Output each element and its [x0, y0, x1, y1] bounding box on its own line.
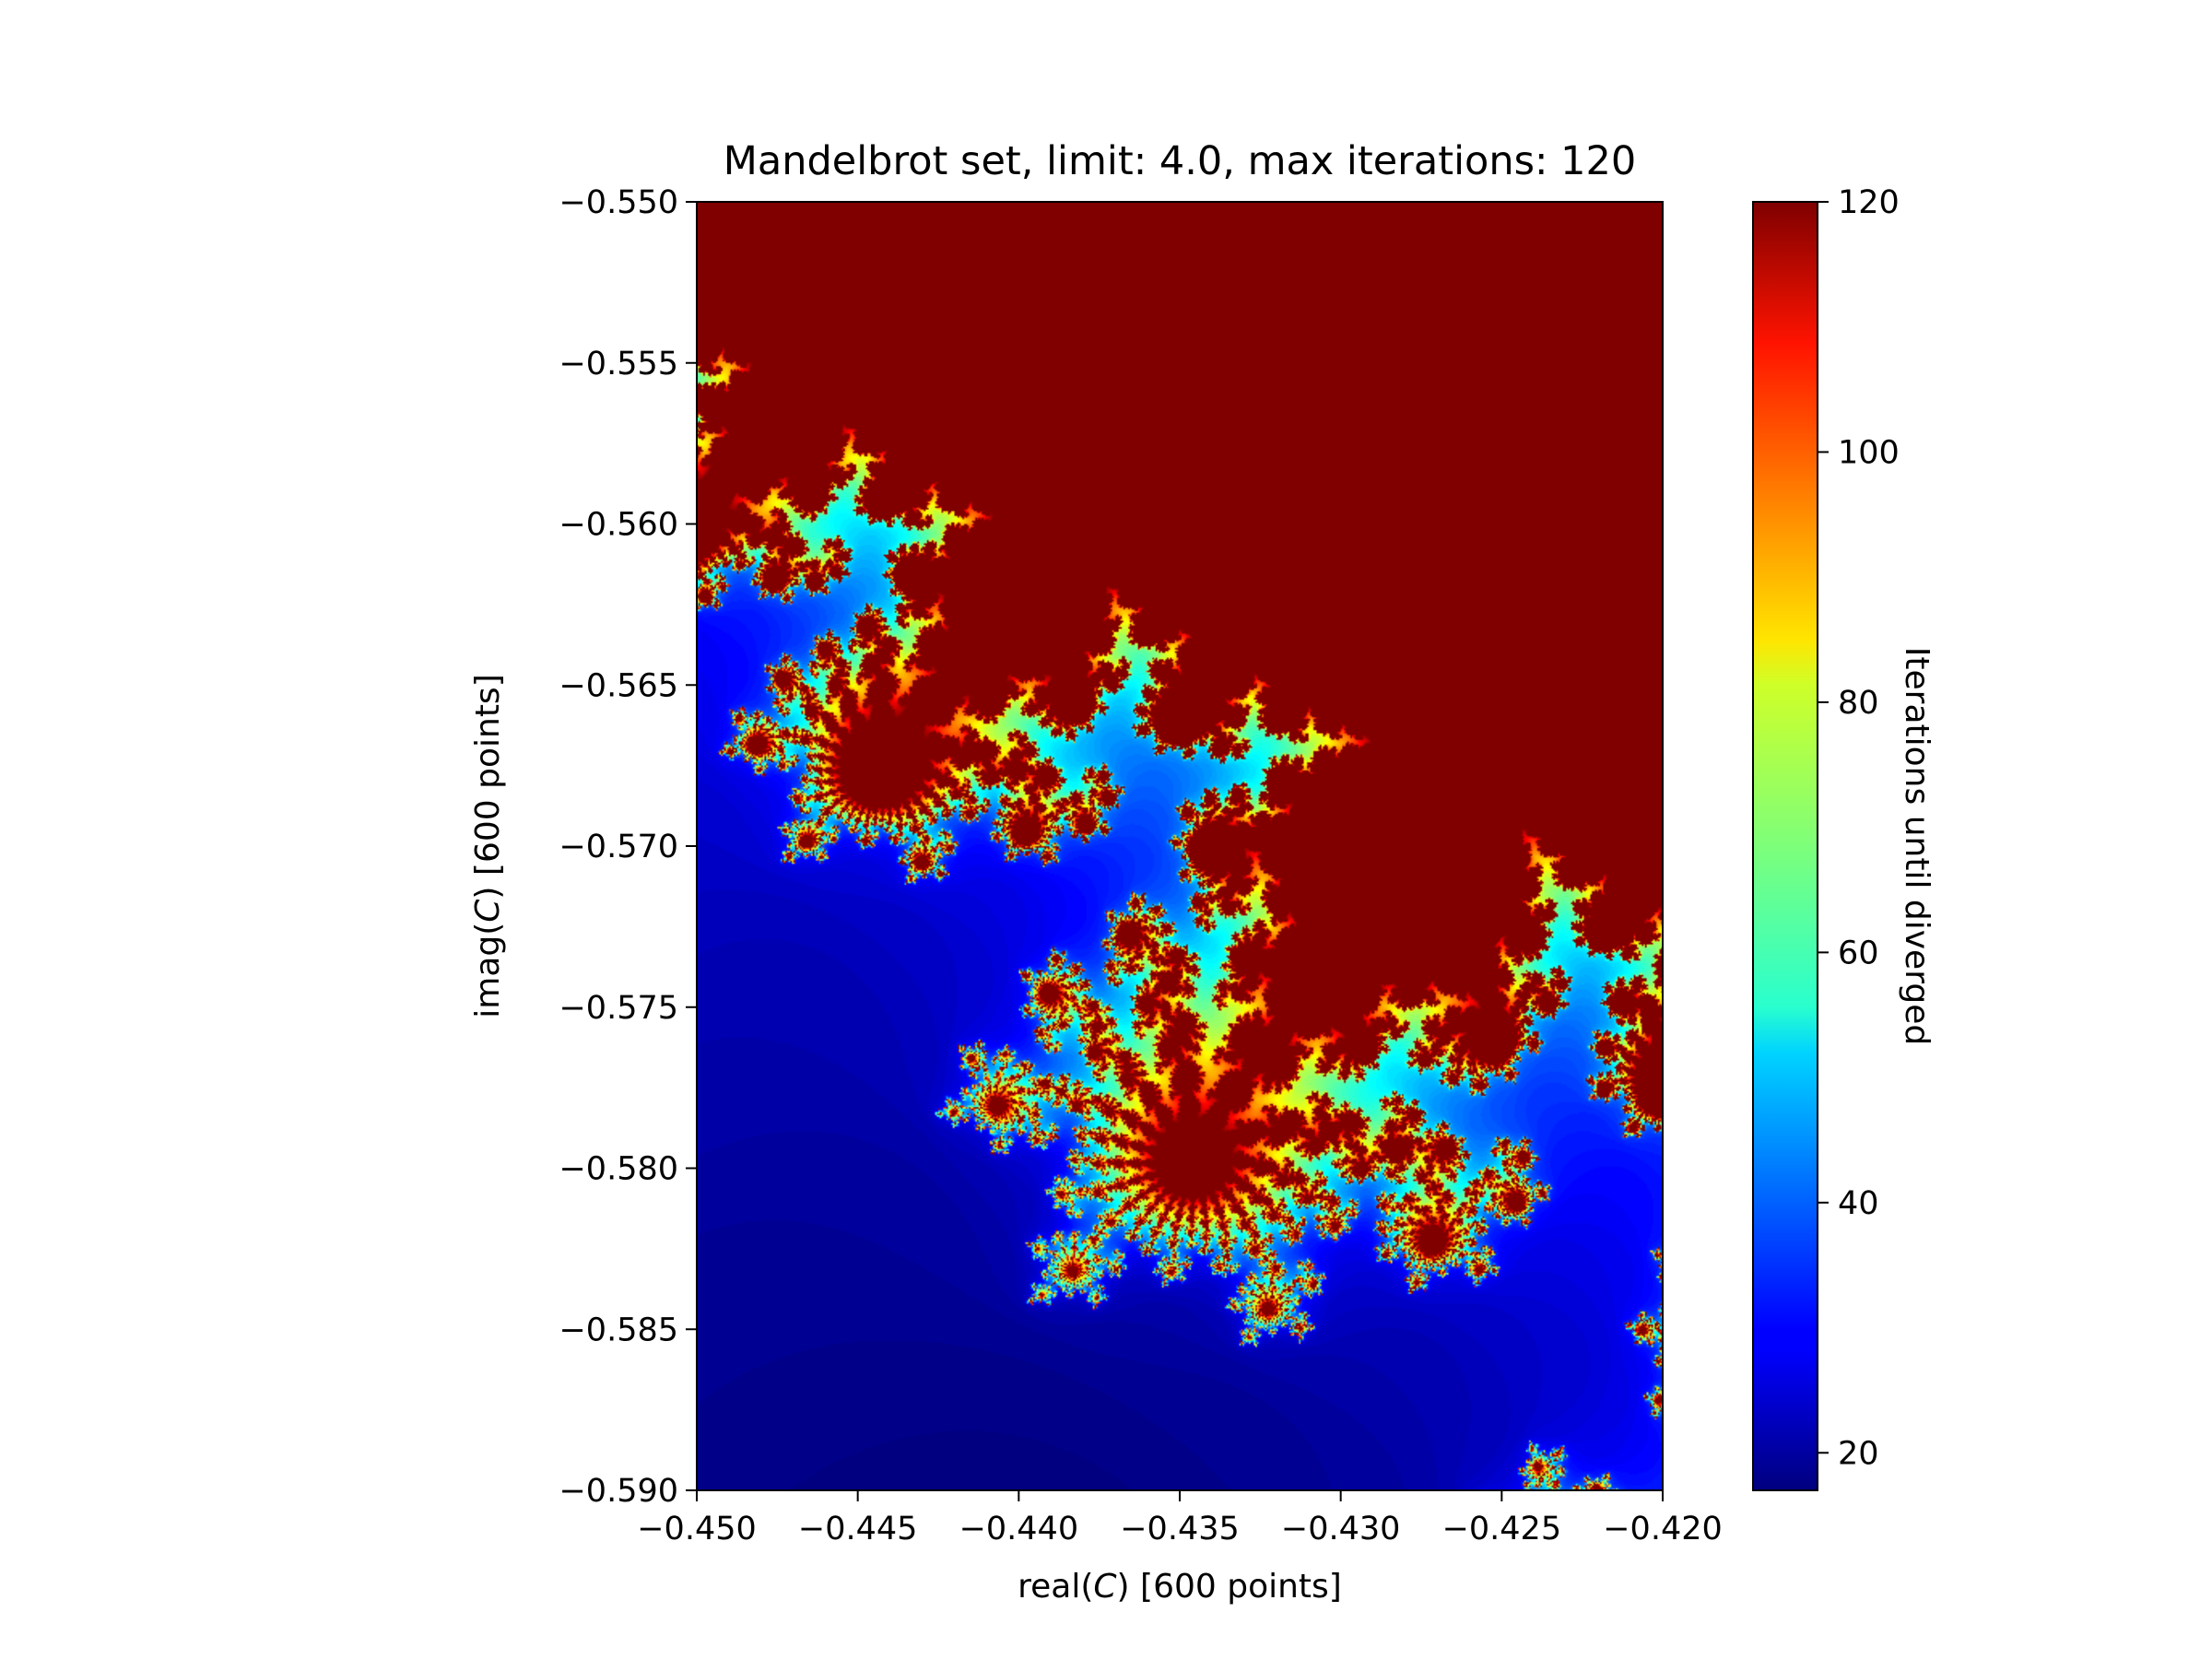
colorbar-tick-label: 40: [1838, 1185, 1879, 1222]
x-tick-label: −0.425: [1442, 1511, 1562, 1547]
y-tick-label: −0.550: [559, 184, 678, 221]
y-tick-label: −0.570: [559, 829, 678, 865]
y-axis-label-italic-c: C: [469, 899, 507, 923]
colorbar-tick-label: 60: [1838, 935, 1879, 971]
x-tick-label: −0.435: [1120, 1511, 1240, 1547]
y-tick-label: −0.590: [559, 1473, 678, 1510]
y-tick-label: −0.575: [559, 990, 678, 1027]
x-tick-label: −0.450: [637, 1511, 757, 1547]
x-tick-label: −0.445: [798, 1511, 918, 1547]
y-axis-label: imag(C) [600 points]: [469, 674, 507, 1018]
y-axis-ticks: −0.550 −0.555 −0.560 −0.565 −0.570 −0.575 −0.5…: [559, 184, 697, 1510]
x-tick-label: −0.420: [1603, 1511, 1723, 1547]
x-axis-ticks: −0.450 −0.445 −0.440 −0.435 −0.430 −0.425 −0.4…: [637, 1490, 1723, 1547]
y-tick-label: −0.565: [559, 667, 678, 704]
x-axis-label-part-1: real(: [1018, 1568, 1093, 1606]
y-axis-label-part-2: ) [600 points]: [469, 674, 507, 899]
y-tick-label: −0.560: [559, 507, 678, 544]
colorbar-label: Iterations until diverged: [1898, 647, 1936, 1045]
x-tick-label: −0.430: [1281, 1511, 1401, 1547]
plot-frame: [696, 201, 1664, 1491]
x-axis-label: real(C) [600 points]: [1018, 1568, 1342, 1606]
chart-title: Mandelbrot set, limit: 4.0, max iteratio…: [724, 138, 1636, 184]
y-tick-label: −0.555: [559, 346, 678, 382]
colorbar-tick-label: 80: [1838, 685, 1879, 722]
x-axis-label-part-2: ) [600 points]: [1117, 1568, 1342, 1606]
x-tick-label: −0.440: [959, 1511, 1079, 1547]
colorbar: [1752, 201, 1818, 1491]
colorbar-tick-label: 20: [1838, 1435, 1879, 1472]
colorbar-tick-label: 100: [1838, 434, 1900, 471]
y-axis-label-part-1: imag(: [469, 923, 507, 1018]
x-axis-label-italic-c: C: [1093, 1568, 1117, 1606]
mandelbrot-heatmap: [697, 202, 1663, 1490]
y-tick-label: −0.585: [559, 1312, 678, 1348]
colorbar-ticks: 20 40 60 80 100 120: [1818, 184, 1900, 1472]
colorbar-tick-label: 120: [1838, 184, 1900, 221]
y-tick-label: −0.580: [559, 1151, 678, 1188]
